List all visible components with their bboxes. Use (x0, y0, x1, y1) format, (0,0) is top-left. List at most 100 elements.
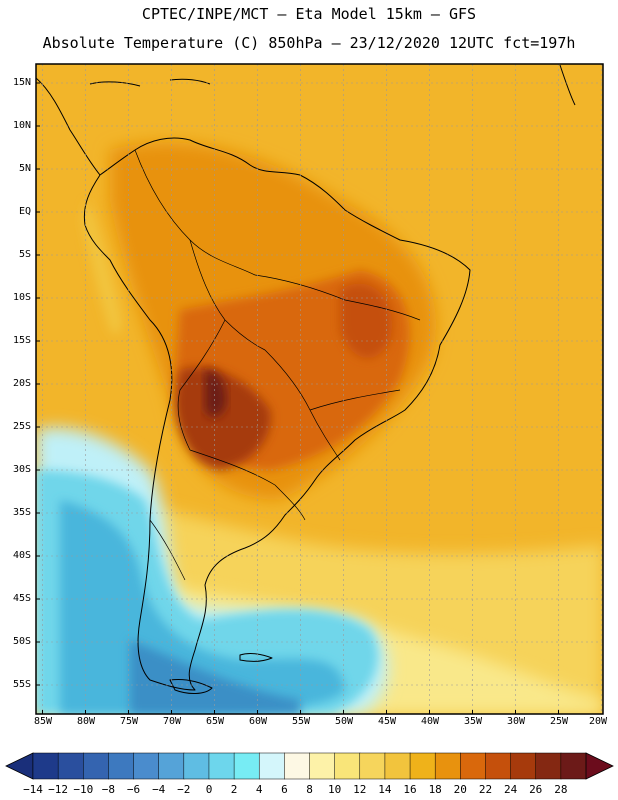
border-6 (309, 389, 401, 411)
lon-label: 75W (119, 716, 139, 727)
colorbar-label: 20 (453, 783, 467, 796)
borders (134, 149, 421, 581)
colorbar-label: 14 (378, 783, 392, 796)
colorbar-cell (233, 752, 260, 780)
colorbar-label: 0 (205, 783, 213, 796)
lat-label: 10N (12, 120, 31, 131)
colorbar-cell (485, 752, 512, 780)
colorbar-label: 6 (281, 783, 288, 796)
colorbar-cell (183, 752, 210, 780)
colorbar-label: 22 (478, 783, 493, 796)
colorbar-label: −6 (126, 783, 141, 796)
lon-label: 20W (588, 716, 608, 727)
colorbar-cell (284, 752, 311, 780)
field-hot-core (175, 367, 271, 470)
colorbar-label: −8 (101, 783, 116, 796)
border-5 (264, 349, 341, 461)
border-1 (134, 149, 256, 276)
field-hot-ne (340, 283, 392, 359)
colorbar-label: 26 (529, 783, 543, 796)
colorbar-cell (460, 752, 487, 780)
colorbar-label: 18 (428, 783, 442, 796)
colorbar-cell (560, 752, 587, 780)
temperature-field (36, 64, 603, 714)
colorbar-under-arrow (5, 752, 34, 780)
colorbar-label: −2 (177, 783, 191, 796)
chart-title-line2: Absolute Temperature (C) 850hPa – 23/12/… (42, 34, 576, 52)
colorbar-cells (32, 752, 587, 780)
border-4 (177, 319, 226, 451)
lat-label: 5S (18, 249, 31, 260)
colorbar-cell (510, 752, 537, 780)
colorbar-over-arrow (585, 752, 614, 780)
colorbar-cell (359, 752, 386, 780)
lon-label: 85W (33, 716, 53, 727)
lat-label: 40S (12, 550, 31, 561)
border-3 (254, 274, 421, 321)
lat-label: 30S (12, 464, 31, 475)
coast-caribbean-1 (89, 81, 141, 87)
colorbar-label: −4 (152, 783, 166, 796)
lat-label: 20S (12, 378, 31, 389)
coast-tierra-del-fuego (169, 679, 213, 694)
lat-label: 10S (12, 292, 31, 303)
colorbar-cell (57, 752, 84, 780)
lat-label: 5N (18, 163, 31, 174)
colorbar-cell (434, 752, 461, 780)
field-andes-strip (82, 200, 122, 334)
colorbar-label: −10 (73, 783, 94, 796)
gridlines (36, 64, 603, 714)
colorbar-cell (32, 752, 59, 780)
colorbar-cell (83, 752, 109, 780)
field-max-core (205, 369, 227, 417)
colorbar (5, 752, 614, 780)
lat-label: 15N (12, 77, 31, 88)
colorbar-cell (208, 752, 235, 780)
colorbar-label: 8 (306, 783, 313, 796)
colorbar-cell (409, 752, 436, 780)
colorbar-cell (258, 752, 285, 780)
coast-antilles (559, 64, 576, 106)
coastlines (36, 64, 576, 694)
colorbar-label: 2 (230, 783, 238, 796)
lon-label: 60W (248, 716, 268, 727)
colorbar-label: 4 (255, 783, 263, 796)
colorbar-cell (535, 752, 562, 780)
border-2 (189, 239, 266, 351)
lat-label: 25S (12, 421, 31, 432)
colorbar-cell (133, 752, 160, 780)
colorbar-cell (334, 752, 361, 780)
lat-label: 15S (12, 335, 31, 346)
lon-label: 70W (162, 716, 182, 727)
lat-label: 50S (12, 636, 31, 647)
lat-label: 55S (12, 679, 31, 690)
colorbar-label: 12 (353, 783, 367, 796)
colorbar-label: 24 (503, 783, 518, 796)
lon-label: 80W (76, 716, 96, 727)
colorbar-cell (384, 752, 411, 780)
colorbar-cell (108, 752, 135, 780)
lon-label: 30W (506, 716, 526, 727)
colorbar-label: 28 (554, 783, 568, 796)
lon-label: 25W (549, 716, 569, 727)
chart-title-line1: CPTEC/INPE/MCT – Eta Model 15km – GFS (141, 5, 477, 23)
map-frame (35, 63, 604, 715)
colorbar-cell (158, 752, 185, 780)
coast-falklands (239, 653, 273, 662)
lat-label: 45S (12, 593, 31, 604)
lon-label: 55W (291, 716, 311, 727)
lon-label: 45W (377, 716, 397, 727)
lon-label: 65W (205, 716, 225, 727)
lon-label: 35W (463, 716, 483, 727)
border-7 (189, 449, 306, 521)
colorbar-cell (309, 752, 336, 780)
colorbar-label: −12 (48, 783, 69, 796)
lat-label: EQ (18, 206, 31, 217)
coast-central-america (36, 77, 101, 176)
border-8 (149, 519, 186, 581)
colorbar-label: −14 (23, 783, 43, 796)
colorbar-label: 10 (327, 783, 342, 796)
lat-label: 35S (12, 507, 31, 518)
coast-south-america (83, 137, 471, 691)
